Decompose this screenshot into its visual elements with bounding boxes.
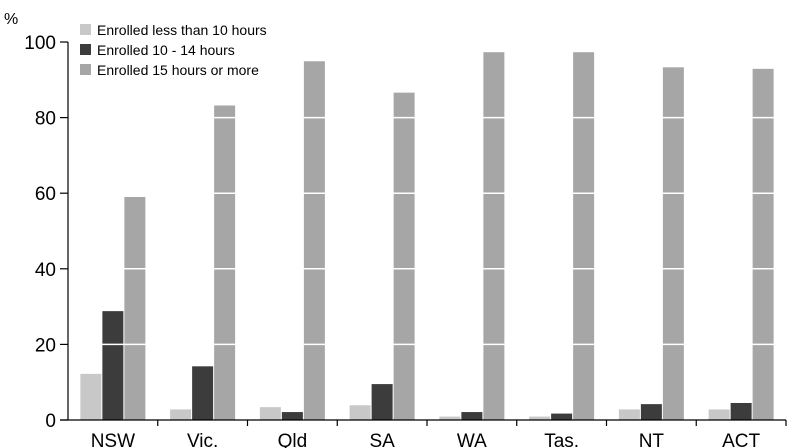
legend: Enrolled less than 10 hours Enrolled 10 -… — [80, 22, 267, 78]
bar — [349, 405, 371, 420]
bar — [192, 366, 214, 420]
bar — [214, 105, 236, 420]
y-tick-label: 40 — [35, 260, 56, 281]
x-tick-label: Qld — [278, 431, 308, 448]
bar — [124, 196, 146, 420]
legend-label: Enrolled 15 hours or more — [97, 62, 259, 78]
x-tick-label: Vic. — [187, 431, 218, 448]
y-tick-label: 100 — [24, 33, 56, 54]
bar — [752, 68, 774, 420]
bar — [573, 52, 595, 421]
bar — [371, 384, 393, 420]
bar — [80, 373, 102, 420]
bar — [662, 67, 684, 421]
y-tick-label: 0 — [45, 411, 56, 432]
y-axis-unit-label: % — [4, 11, 18, 28]
x-tick-label: NSW — [91, 431, 135, 448]
bar — [102, 311, 124, 420]
bar — [640, 404, 662, 420]
bar — [170, 409, 192, 420]
x-tick-label: ACT — [722, 431, 760, 448]
bar — [393, 92, 415, 420]
bar — [259, 407, 281, 420]
y-tick-label: 60 — [35, 184, 56, 205]
bar — [708, 409, 730, 420]
legend-label: Enrolled 10 - 14 hours — [97, 42, 235, 58]
legend-swatch — [80, 24, 91, 35]
bar — [461, 412, 483, 420]
y-tick-label: 20 — [35, 335, 56, 356]
x-tick-label: SA — [369, 431, 395, 448]
bar — [439, 416, 461, 420]
x-tick-label: Tas. — [544, 431, 579, 448]
bar — [730, 402, 752, 420]
legend-swatch — [80, 64, 91, 75]
y-axis: 0 20 40 60 80 100 — [24, 33, 69, 432]
bar — [551, 413, 573, 420]
legend-swatch — [80, 44, 91, 55]
legend-label: Enrolled less than 10 hours — [97, 22, 267, 38]
bar — [529, 416, 551, 420]
bars — [80, 52, 774, 421]
bar — [281, 412, 303, 420]
bar — [618, 409, 640, 420]
x-axis: NSW Vic. Qld SA WA Tas. NT ACT — [60, 419, 787, 448]
x-tick-label: WA — [457, 431, 487, 448]
bar — [483, 52, 505, 421]
y-tick-label: 80 — [35, 109, 56, 130]
gridlines — [69, 41, 786, 346]
bar — [303, 61, 325, 420]
x-tick-label: NT — [639, 431, 665, 448]
